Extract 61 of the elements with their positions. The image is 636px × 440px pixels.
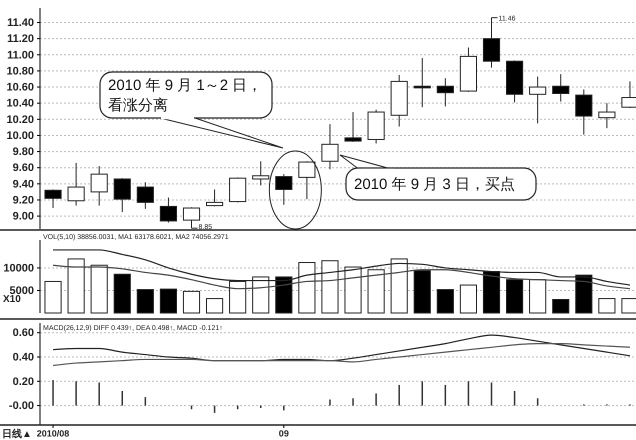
line-series xyxy=(52,343,631,366)
y-tick-label: 0.20 xyxy=(12,376,34,388)
annotation: 2010 年 9 月 3 日，买点 xyxy=(354,176,515,193)
y-tick-label: -0.00 xyxy=(8,400,34,412)
candlestick xyxy=(90,166,108,206)
y-tick-label: 9.80 xyxy=(12,146,34,158)
candlestick xyxy=(136,182,154,210)
candlestick xyxy=(160,197,177,224)
bar xyxy=(529,279,546,314)
candlestick xyxy=(529,76,546,124)
candlestick xyxy=(321,124,339,170)
candlestick xyxy=(436,78,454,107)
candlestick xyxy=(414,58,431,108)
y-tick-label: 11.20 xyxy=(7,33,34,46)
y-tick-label: 10.60 xyxy=(6,82,34,94)
bar xyxy=(114,274,131,314)
y-tick-label: 9.40 xyxy=(12,178,34,190)
candlestick xyxy=(575,88,592,136)
candlestick xyxy=(552,74,570,102)
y-tick-label: 9.60 xyxy=(12,162,34,174)
bar xyxy=(68,258,85,314)
bar xyxy=(136,289,154,314)
y-tick-label: 10.00 xyxy=(6,130,34,142)
bar xyxy=(460,284,477,314)
annotation: 2010 年 9 月 1～2 日，看涨分离 xyxy=(108,77,262,114)
bar xyxy=(160,288,177,314)
candlestick xyxy=(44,188,62,209)
bar xyxy=(90,264,108,314)
bar xyxy=(206,298,224,314)
y-tick-label: 11.00 xyxy=(7,49,34,62)
y-tick-label: 10.40 xyxy=(6,98,34,110)
y-tick-label: 0.40 xyxy=(12,352,34,364)
candlestick xyxy=(229,176,246,203)
bar xyxy=(598,298,616,314)
x-tick-label: 09 xyxy=(278,428,289,438)
y-tick-label: 0.60 xyxy=(12,327,34,340)
candlestick xyxy=(68,162,85,206)
bar xyxy=(506,279,524,314)
bar xyxy=(182,290,200,314)
bar xyxy=(44,280,62,314)
candlestick xyxy=(344,112,362,142)
candlestick xyxy=(482,17,500,68)
line-series xyxy=(52,264,631,290)
y-tick-label: 9.00 xyxy=(12,210,34,223)
y-tick-label: 11.40 xyxy=(7,17,34,30)
y-tick-label: 9.20 xyxy=(12,194,34,206)
text: X10 xyxy=(3,294,22,305)
candlestick xyxy=(598,102,616,129)
y-tick-label: 10.80 xyxy=(6,65,34,78)
bar xyxy=(414,270,431,314)
y-tick-label: 10000 xyxy=(3,262,34,274)
candlestick xyxy=(298,160,316,200)
candlestick xyxy=(206,188,224,207)
text: 日线▲ xyxy=(2,428,32,440)
candlestick xyxy=(275,174,292,206)
bar xyxy=(552,298,570,314)
bar xyxy=(436,289,454,314)
candlestick xyxy=(252,160,270,186)
candlestick xyxy=(114,178,131,213)
x-tick-label: 2010/08 xyxy=(36,428,70,438)
y-tick-label: 10.20 xyxy=(6,114,34,126)
